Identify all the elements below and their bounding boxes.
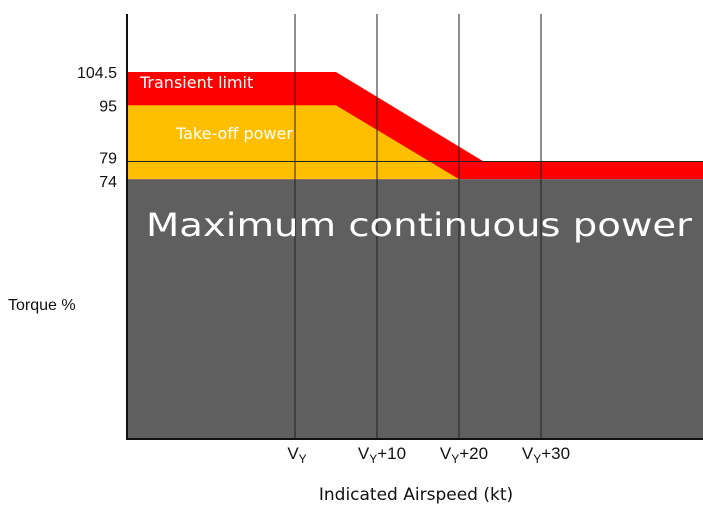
maximum-continuous-power-label: Maximum continuous power — [146, 206, 693, 244]
y-tick-label: 95 — [99, 98, 117, 115]
x-tick-label: VY+30 — [522, 444, 570, 466]
x-tick-label: VY+20 — [440, 444, 488, 466]
x-tick-label: VY — [287, 444, 306, 466]
y-tick-label: 104.5 — [77, 65, 117, 82]
take-off-power-region — [127, 105, 703, 180]
y-axis-label: Torque % — [8, 297, 76, 314]
maximum-continuous-power-region — [127, 179, 703, 439]
x-tick-label: VY+10 — [358, 444, 406, 466]
x-axis-label: Indicated Airspeed (kt) — [319, 485, 513, 505]
y-tick-label: 79 — [99, 151, 117, 168]
y-tick-label: 74 — [99, 174, 117, 191]
take-off-power-label: Take-off power — [175, 124, 293, 143]
transient-limit-label: Transient limit — [139, 73, 253, 92]
